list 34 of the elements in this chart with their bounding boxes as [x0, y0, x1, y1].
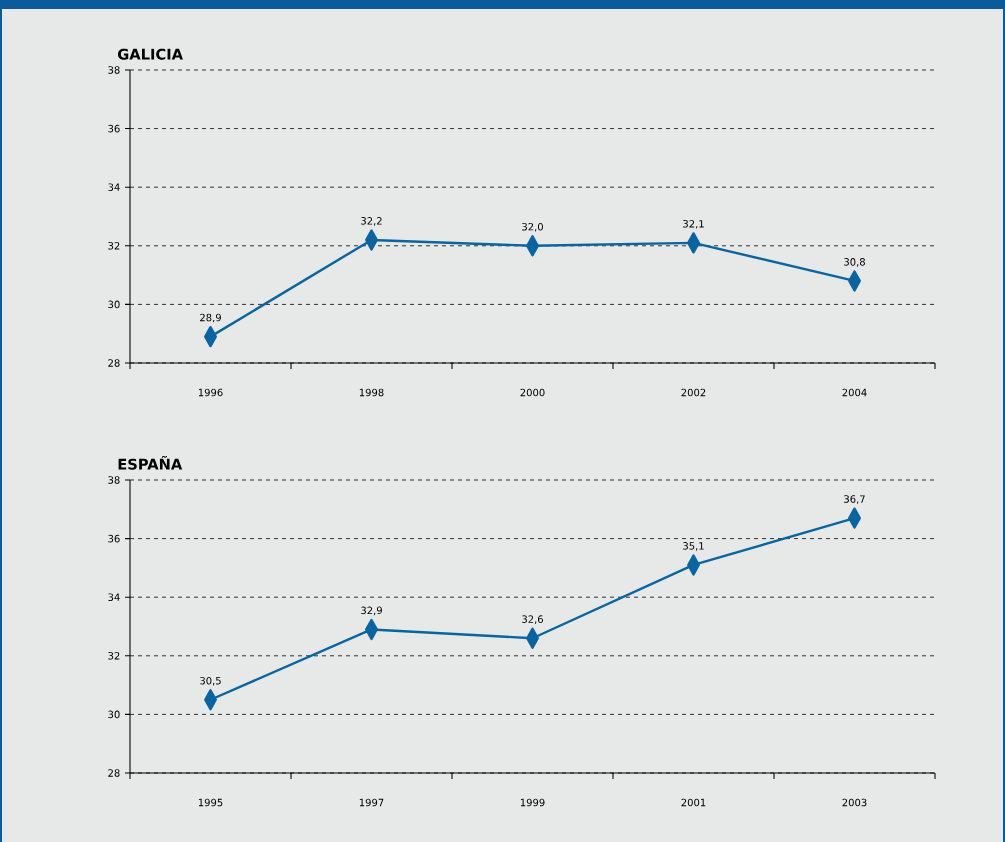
x-tick-label: 1999	[520, 798, 545, 807]
y-tick-label: 38	[108, 66, 120, 74]
x-tick-label: 2001	[681, 798, 706, 807]
data-label: 32,6	[522, 615, 543, 624]
x-tick-label: 2002	[681, 388, 706, 397]
data-label: 30,5	[200, 676, 221, 686]
chart-title: ESPAÑA	[118, 455, 183, 470]
chart-title: GALICIA	[118, 48, 183, 60]
y-tick-label: 34	[108, 183, 120, 191]
x-tick-label: 2000	[520, 388, 545, 397]
x-tick-label: 2003	[842, 798, 867, 807]
data-label: 32,2	[361, 217, 382, 226]
data-label: 36,7	[844, 495, 865, 504]
x-tick-label: 2004	[842, 388, 867, 397]
y-tick-label: 28	[108, 769, 120, 777]
data-label: 35,1	[683, 542, 704, 551]
y-tick-label: 30	[108, 300, 120, 309]
data-label: 28,9	[200, 313, 221, 323]
x-tick-label: 1995	[198, 798, 223, 807]
y-tick-label: 38	[108, 476, 120, 484]
y-tick-label: 32	[108, 652, 120, 660]
y-tick-label: 32	[108, 242, 120, 250]
y-tick-label: 36	[108, 534, 120, 543]
y-tick-label: 30	[108, 710, 120, 719]
y-tick-label: 36	[108, 124, 120, 133]
data-label: 32,9	[361, 606, 382, 616]
data-label: 32,1	[683, 220, 704, 229]
x-tick-label: 1997	[359, 798, 384, 807]
data-label: 30,8	[844, 258, 865, 267]
data-label: 32,0	[522, 222, 543, 232]
x-tick-label: 1998	[359, 388, 384, 397]
y-tick-label: 28	[108, 359, 120, 367]
y-tick-label: 34	[108, 593, 120, 601]
x-tick-label: 1996	[198, 388, 223, 397]
